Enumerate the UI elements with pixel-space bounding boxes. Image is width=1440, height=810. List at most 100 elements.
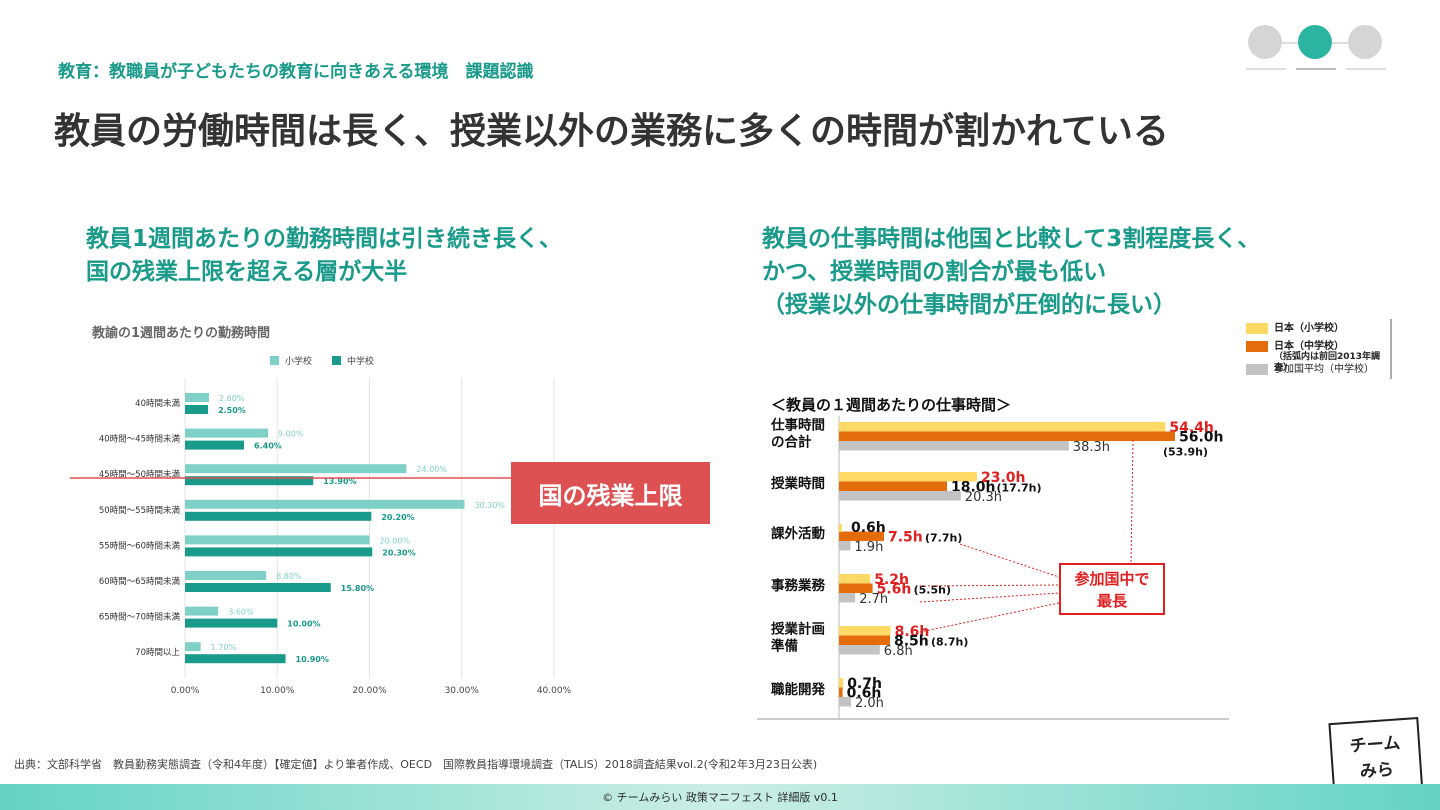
copyright-text: © チームみらい 政策マニフェスト 詳細版 v0.1	[602, 791, 838, 804]
data-label: 7.5h	[888, 530, 923, 546]
callout-connector	[1130, 439, 1134, 564]
comparison-legend: 日本（小学校） 日本（中学校） （括弧内は前回2013年調査） 参加国平均（中学…	[1242, 319, 1392, 379]
legend-swatch-1	[332, 356, 341, 365]
data-label: 1.9h	[854, 540, 883, 555]
chart-title: 教諭の1週間あたりの勤務時間	[91, 325, 270, 341]
overtime-limit-label: 国の残業上限	[511, 462, 710, 524]
callout-connector	[919, 584, 1060, 587]
data-label: 6.40%	[254, 442, 282, 451]
x-tick-label: 0.00%	[171, 686, 200, 696]
bar-elementary	[185, 393, 209, 402]
legend-swatch-yellow	[1246, 323, 1268, 334]
data-label: 5.6h	[877, 582, 912, 598]
category-label: 課外活動	[771, 525, 825, 542]
bar-series-1	[839, 481, 947, 491]
category-label: 45時間～50時間未満	[99, 469, 181, 480]
bar-elementary	[185, 464, 407, 474]
bar-junior-high	[185, 618, 278, 628]
previous-survey-label: (53.9h)	[1163, 446, 1208, 459]
category-label: 授業時間	[771, 475, 825, 492]
data-label: 30.30%	[475, 501, 506, 510]
breadcrumb: 教育：教職員が子どもたちの教育に向きあえる環境 課題認識	[58, 62, 534, 82]
bar-series-1	[839, 431, 1175, 441]
bar-junior-high	[185, 440, 245, 450]
data-label: 0.7h	[847, 676, 882, 692]
data-label: 18.0h	[951, 480, 996, 496]
data-label: 20.20%	[381, 513, 414, 522]
legend-label-1: 中学校	[347, 355, 374, 367]
bar-series-1	[839, 687, 843, 697]
bar-elementary	[185, 642, 201, 652]
legend-swatch-0	[270, 356, 279, 365]
left-section-heading: 教員1週間あたりの勤務時間は引き続き長く、 国の残業上限を超える層が大半	[86, 223, 562, 289]
bar-elementary	[185, 428, 269, 438]
right-heading-line-3: （授業以外の仕事時間が圧倒的に長い）	[762, 292, 1176, 318]
legend-swatch-orange	[1246, 341, 1268, 352]
legend-swatch-gray	[1246, 364, 1268, 375]
category-label: 70時間以上	[135, 648, 180, 658]
bar-junior-high	[185, 405, 209, 414]
data-label: 23.0h	[981, 470, 1026, 486]
chart-title: ＜教員の１週間あたりの仕事時間＞	[771, 396, 1011, 414]
bar-series-2	[839, 541, 851, 551]
category-label: の合計	[771, 434, 812, 451]
previous-survey-label: (7.7h)	[925, 532, 962, 545]
progress-caption-3	[1346, 68, 1386, 70]
right-heading-line-1: 教員の仕事時間は他国と比較して3割程度長く、	[762, 226, 1261, 252]
page-title: 教員の労働時間は長く、授業以外の業務に多くの時間が割かれている	[54, 111, 1169, 152]
category-label: 仕事時間	[770, 417, 825, 434]
x-tick-label: 20.00%	[352, 686, 387, 696]
bar-junior-high	[185, 476, 314, 486]
bar-series-1	[839, 635, 890, 645]
category-label: 65時間～70時間未満	[99, 612, 181, 623]
legend-item-avg: 参加国平均（中学校）	[1246, 364, 1374, 375]
bar-elementary	[185, 499, 465, 509]
data-label: 24.00%	[416, 465, 447, 474]
previous-survey-label: (8.7h)	[931, 636, 968, 649]
progress-caption-1	[1246, 68, 1286, 70]
category-label: 職能開発	[771, 681, 825, 698]
data-label: 54.4h	[1169, 420, 1214, 436]
previous-survey-label: (5.5h)	[914, 584, 951, 597]
data-label: 38.3h	[1073, 440, 1110, 455]
bar-elementary	[185, 571, 267, 580]
data-label: 8.6h	[895, 624, 930, 640]
bar-series-1	[839, 583, 873, 593]
bar-series-2	[839, 697, 851, 707]
category-label: 60時間～65時間未満	[99, 576, 181, 587]
category-label: 授業計画	[771, 621, 825, 638]
bar-junior-high	[185, 511, 372, 521]
bar-junior-high	[185, 583, 331, 592]
footer-bar: © チームみらい 政策マニフェスト 詳細版 v0.1	[0, 784, 1440, 810]
category-label: 50時間～55時間未満	[99, 505, 181, 516]
data-label: 3.60%	[228, 608, 254, 617]
progress-step-1-icon	[1248, 25, 1282, 59]
data-label: 20.30%	[382, 548, 415, 557]
legend-item-jp-junior-high: 日本（中学校） （括弧内は前回2013年調査）	[1246, 341, 1390, 374]
legend-label-0: 小学校	[285, 355, 312, 367]
bar-series-0	[839, 524, 842, 532]
left-heading-line-1: 教員1週間あたりの勤務時間は引き続き長く、	[86, 226, 563, 252]
callout-connector	[959, 543, 1060, 578]
bar-series-2	[839, 593, 856, 603]
x-tick-label: 10.00%	[260, 686, 295, 696]
left-heading-line-2: 国の残業上限を超える層が大半	[86, 259, 408, 285]
legend-item-jp-elementary: 日本（小学校）	[1246, 323, 1344, 334]
bar-elementary	[185, 606, 219, 616]
source-note: 出典：文部科学省 教員勤務実態調査（令和4年度）【確定値】より筆者作成、OECD…	[14, 758, 818, 771]
bar-series-2	[839, 645, 880, 655]
data-label: 13.90%	[323, 477, 356, 486]
data-label: 10.00%	[287, 620, 320, 629]
data-label: 0.6h	[847, 686, 882, 702]
data-label: 1.70%	[211, 643, 237, 652]
data-label: 56.0h	[1179, 430, 1224, 446]
bar-series-2	[839, 491, 961, 501]
data-label: 2.0h	[855, 696, 884, 711]
callout-connector	[919, 592, 1060, 603]
x-tick-label: 40.00%	[537, 686, 572, 696]
data-label: 9.00%	[278, 430, 304, 439]
category-label: 40時間～45時間未満	[99, 434, 181, 445]
progress-caption-2	[1296, 68, 1336, 70]
bar-junior-high	[185, 547, 373, 557]
longest-callout: 参加国中で 最長	[1059, 563, 1165, 615]
